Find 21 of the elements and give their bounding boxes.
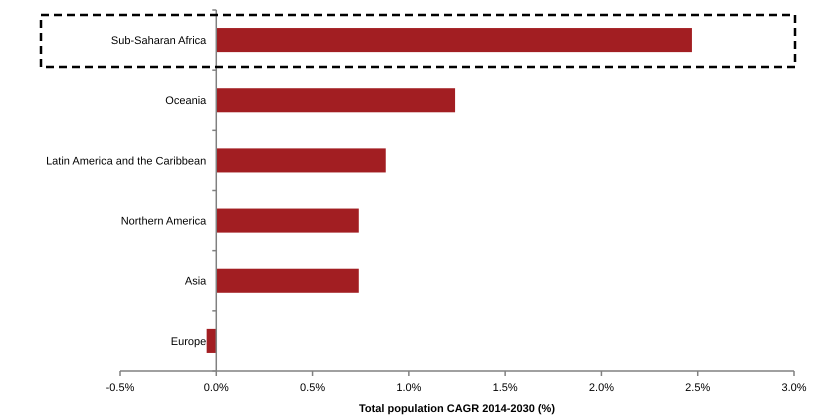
y-tick-label: Latin America and the Caribbean (46, 155, 206, 168)
x-tick-label: 1.0% (396, 382, 422, 394)
y-tick-label: Sub-Saharan Africa (110, 34, 208, 47)
bar (216, 208, 359, 233)
x-tick-label: 0.0% (204, 382, 230, 394)
x-tick-label: 0.5% (300, 382, 326, 394)
x-tick-label: 1.5% (492, 382, 518, 394)
x-tick-label: -0.5% (106, 382, 135, 394)
x-tick-label: 2.5% (685, 382, 710, 394)
y-tick-label: Oceania (165, 95, 208, 108)
bar (216, 148, 386, 172)
x-tick-label: 2.0% (588, 382, 614, 394)
bar (206, 328, 216, 353)
y-tick-label: Asia (184, 276, 208, 288)
bar (216, 88, 456, 112)
x-tick-label: 3.0% (781, 382, 807, 394)
bar (216, 28, 692, 52)
bar (216, 268, 359, 293)
y-tick-label: Europe (170, 336, 206, 348)
y-tick-label: Northern America (120, 215, 208, 228)
x-axis-title: Total population CAGR 2014-2030 (%) (359, 403, 556, 415)
